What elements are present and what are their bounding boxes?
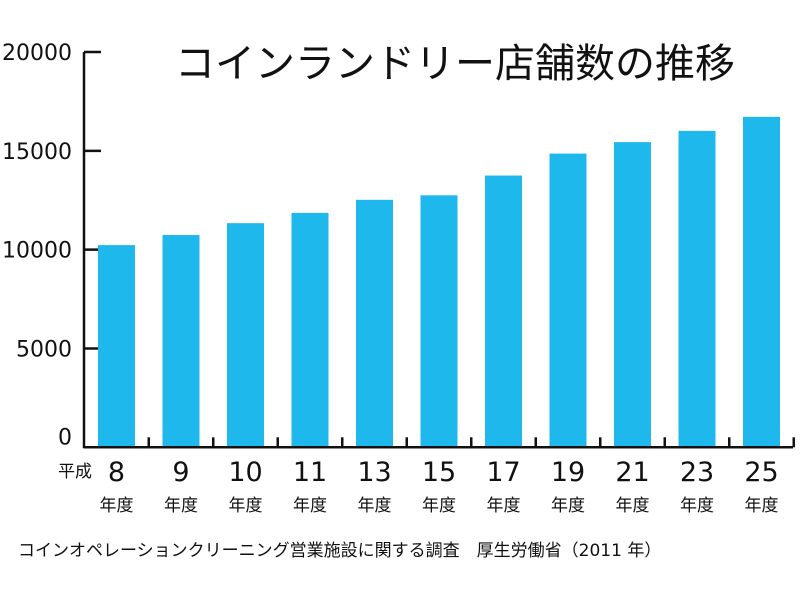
bars	[98, 116, 780, 448]
x-tick-suffix: 年度	[164, 496, 198, 516]
x-tick-label: 23	[680, 457, 714, 488]
x-tick-label: 9	[172, 457, 189, 488]
x-tick-suffix: 年度	[100, 496, 134, 516]
bar	[162, 235, 200, 448]
x-tick-label: 17	[486, 457, 520, 488]
bar	[98, 245, 135, 448]
source-note: コインオペレーションクリーニング営業施設に関する調査 厚生労働省（2011 年）	[18, 541, 661, 561]
bar	[743, 116, 780, 448]
x-tick-label: 8	[108, 457, 125, 488]
x-tick-suffix: 年度	[293, 496, 327, 516]
x-tick-label: 15	[422, 457, 456, 488]
y-tick-label: 0	[58, 425, 72, 450]
x-tick-label: 13	[357, 457, 391, 488]
x-tick-label: 10	[228, 457, 262, 488]
x-tick-suffix: 年度	[358, 496, 392, 516]
x-tick-suffix: 年度	[422, 496, 456, 516]
x-axis: 8 年度 9 年度 10 年度 11 年度 13 年度 15 年度 17 年度 19 年度 21 年度 23 年度 25…	[84, 437, 795, 516]
bar	[614, 142, 651, 448]
y-axis: 0 5000 10000 15000 20000	[2, 41, 101, 450]
bar	[485, 175, 522, 448]
x-tick-suffix: 年度	[551, 496, 585, 516]
bar	[420, 195, 458, 448]
y-tick-label: 10000	[2, 239, 72, 264]
x-tick-suffix: 年度	[229, 496, 263, 516]
bar	[356, 199, 393, 448]
bar	[227, 223, 264, 448]
bar	[291, 212, 329, 448]
chart-title: コインランドリー店舗数の推移	[175, 41, 735, 87]
x-tick-suffix: 年度	[616, 496, 650, 516]
y-tick-label: 5000	[16, 337, 72, 362]
bar	[678, 130, 716, 448]
bar	[549, 153, 587, 448]
x-tick-label: 19	[551, 457, 585, 488]
x-tick-suffix: 年度	[680, 496, 714, 516]
x-tick-label: 25	[744, 457, 778, 488]
y-tick-label: 15000	[2, 140, 72, 165]
era-label: 平成	[58, 462, 92, 482]
x-tick-label: 21	[615, 457, 649, 488]
x-tick-label: 11	[293, 457, 327, 488]
y-tick-label: 20000	[2, 41, 72, 66]
x-tick-suffix: 年度	[487, 496, 521, 516]
x-tick-suffix: 年度	[745, 496, 779, 516]
